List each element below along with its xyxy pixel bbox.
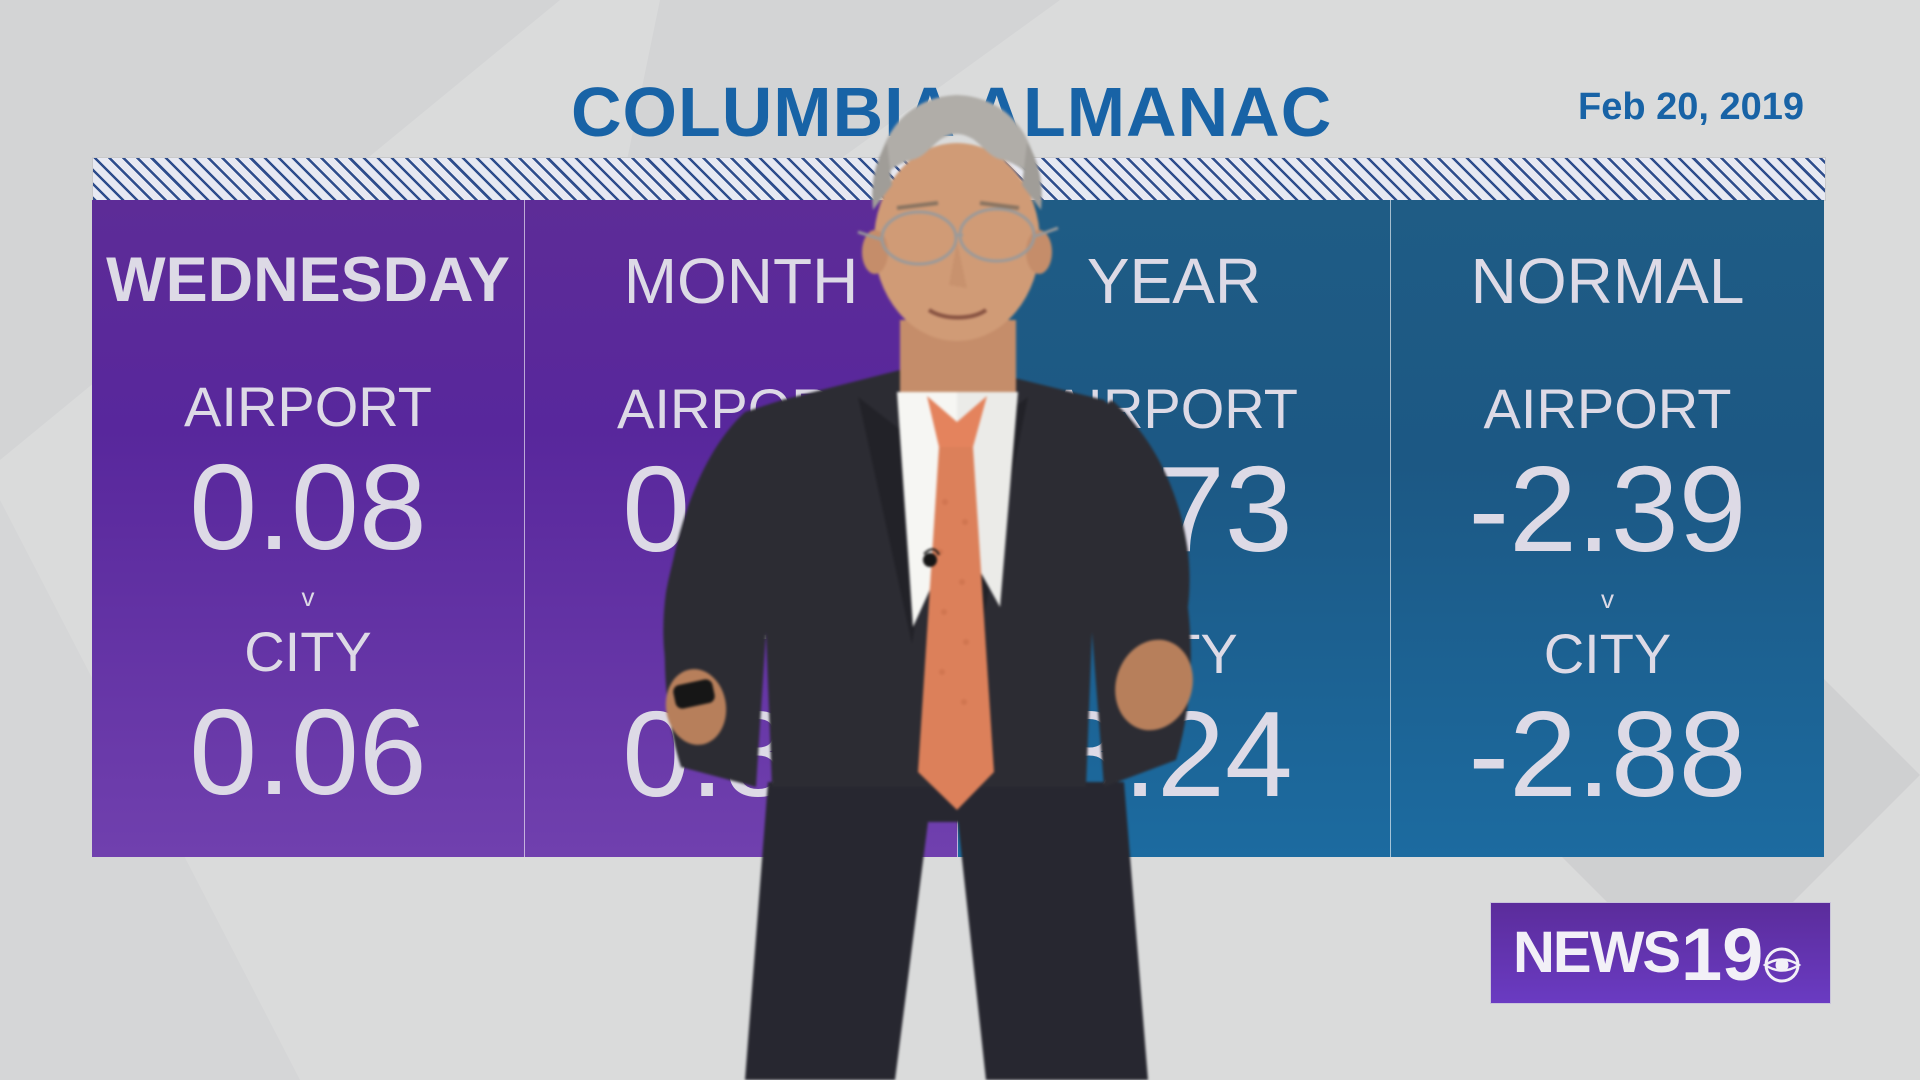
svg-text:19: 19	[1681, 918, 1763, 988]
svg-text:NEWS: NEWS	[1513, 920, 1679, 985]
